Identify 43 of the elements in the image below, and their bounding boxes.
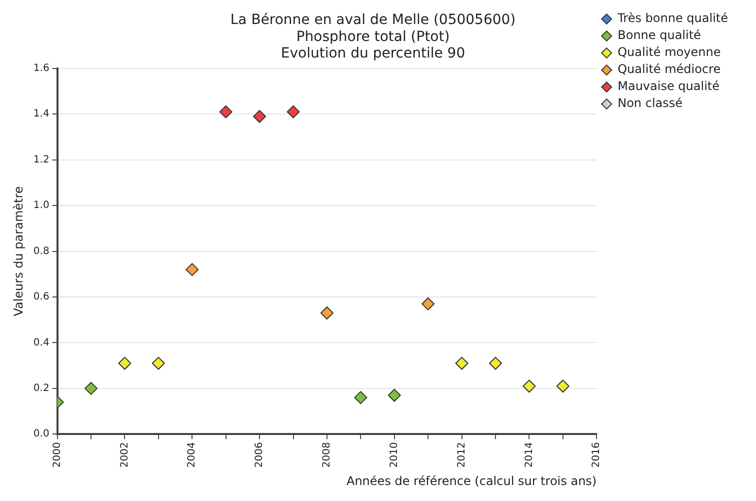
point [253, 110, 266, 123]
chart-title: La Béronne en aval de Melle (05005600) [230, 12, 516, 28]
legend-label: Bonne qualité [618, 28, 701, 42]
legend-label: Qualité médiocre [618, 62, 721, 76]
x-tick-label: 2000 [52, 442, 63, 468]
point [320, 306, 334, 320]
point [118, 356, 132, 370]
chart-subtitle: Phosphore total (Ptot) Evolution du percentile 90 [280, 28, 466, 62]
point [354, 391, 368, 404]
point [455, 356, 468, 370]
x-tick-label: 2016 [591, 442, 602, 468]
point [488, 356, 502, 370]
y-tick-label: 1.2 [33, 154, 50, 166]
x-tick-label: 2014 [524, 442, 535, 468]
y-tick-label: 0.2 [33, 383, 50, 394]
point [84, 382, 98, 395]
y-tick-label: 0.8 [33, 246, 50, 257]
y-tick-label: 1.4 [33, 108, 50, 120]
y-tick-label: 1.6 [33, 62, 50, 74]
y-tick-label: 1.0 [33, 200, 50, 212]
point [422, 297, 435, 310]
y-tick-label: 0.6 [33, 292, 50, 303]
x-tick-label: 2008 [322, 442, 333, 468]
x-axis-title: Années de référence (calcul sur trois ans) [346, 474, 597, 488]
point [152, 356, 165, 370]
x-tick-label: 2012 [456, 442, 468, 468]
x-tick-label: 2006 [254, 442, 266, 468]
legend-label: Très bonne qualité [616, 11, 728, 26]
legend-label: Mauvaise qualité [618, 79, 720, 94]
legend-label: Qualité moyenne [618, 45, 721, 60]
point [388, 388, 401, 402]
y-axis-title: Valeurs du paramètre [11, 186, 26, 316]
x-tick-label: 2002 [119, 442, 130, 468]
point [556, 380, 570, 393]
x-tick-label: 2004 [186, 442, 198, 468]
point [219, 105, 232, 118]
point [522, 380, 536, 393]
y-tick-label: 0.0 [33, 428, 50, 440]
point [286, 105, 300, 118]
x-tick-label: 2010 [388, 442, 400, 468]
legend-label: Non classé [618, 96, 683, 110]
point [186, 263, 199, 276]
y-tick-label: 0.4 [33, 337, 50, 348]
